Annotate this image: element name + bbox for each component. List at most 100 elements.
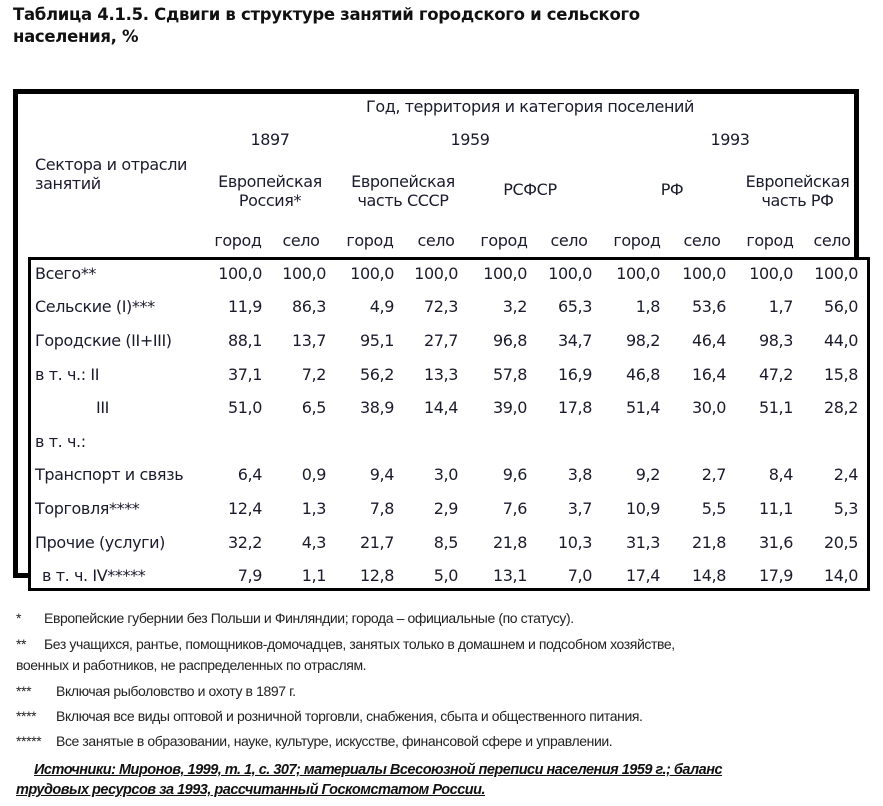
- value-cell: 15,8: [823, 365, 858, 384]
- value-cell: 4,3: [301, 533, 327, 552]
- table-title: Таблица 4.1.5. Сдвиги в структуре заняти…: [13, 4, 713, 48]
- value-cell: 100,0: [218, 264, 262, 283]
- footnote-text: Включая рыболовство и охоту в 1897 г.: [56, 683, 296, 699]
- footnote-2-cont: военных и работников, не распределенных …: [16, 657, 367, 673]
- value-cell: 13,1: [492, 566, 527, 585]
- source-line1: Источники: Миронов, 1999, т. 1, с. 307; …: [34, 762, 723, 778]
- value-cell: 100,0: [350, 264, 394, 283]
- value-cell: 31,3: [625, 533, 660, 552]
- row-label: в т. ч.: II: [35, 365, 100, 384]
- value-cell: 11,1: [758, 499, 793, 518]
- year-header-1897: 1897: [250, 130, 290, 149]
- value-cell: 8,5: [433, 533, 459, 552]
- value-cell: 98,2: [625, 331, 660, 350]
- value-cell: 1,1: [301, 566, 327, 585]
- footnote-4: **** Включая все виды оптовой и розничной…: [16, 708, 643, 724]
- subcol-selo: село: [550, 231, 588, 250]
- value-cell: 100,0: [814, 264, 858, 283]
- value-cell: 12,4: [227, 499, 262, 518]
- value-cell: 7,0: [567, 566, 593, 585]
- territory-line1: Европейская: [218, 172, 322, 191]
- value-cell: 100,0: [282, 264, 326, 283]
- value-cell: 6,4: [237, 465, 263, 484]
- territory-line2: часть РФ: [761, 191, 834, 210]
- value-cell: 38,9: [359, 398, 394, 417]
- value-cell: 65,3: [557, 297, 592, 316]
- value-cell: 1,7: [768, 297, 794, 316]
- subcol-selo: село: [813, 231, 851, 250]
- territory-line2: часть СССР: [357, 191, 449, 210]
- value-cell: 3,2: [502, 297, 528, 316]
- row-label: Городские (II+III): [35, 331, 172, 350]
- value-cell: 16,4: [691, 365, 726, 384]
- value-cell: 5,0: [433, 566, 459, 585]
- row-label: Транспорт и связь: [35, 465, 184, 484]
- stub-header-line2: занятий: [35, 174, 101, 193]
- value-cell: 3,8: [567, 465, 593, 484]
- subcol-selo: село: [282, 231, 320, 250]
- value-cell: 100,0: [414, 264, 458, 283]
- value-cell: 12,8: [359, 566, 394, 585]
- value-cell: 51,0: [227, 398, 262, 417]
- territory-header-eur-russia: Европейская Россия*: [205, 172, 335, 210]
- value-cell: 100,0: [548, 264, 592, 283]
- value-cell: 98,3: [758, 331, 793, 350]
- value-cell: 10,9: [625, 499, 660, 518]
- footnote-1: * Европейские губернии без Польши и Финля…: [16, 610, 574, 626]
- row-label: в т. ч. IV*****: [42, 566, 146, 585]
- source-line2: трудовых ресурсов за 1993, рассчитанный …: [16, 782, 486, 798]
- table-body-frame: [28, 257, 870, 591]
- subcol-selo: село: [683, 231, 721, 250]
- value-cell: 7,9: [237, 566, 263, 585]
- value-cell: 4,9: [369, 297, 395, 316]
- value-cell: 51,4: [625, 398, 660, 417]
- value-cell: 37,1: [227, 365, 262, 384]
- footnote-text: Европейские губернии без Польши и Финлян…: [44, 610, 574, 626]
- territory-header-rsfsr: РСФСР: [503, 180, 557, 199]
- footnote-text: Без учащихся, рантье, помощников-домочад…: [44, 636, 675, 652]
- value-cell: 32,2: [227, 533, 262, 552]
- value-cell: 28,2: [823, 398, 858, 417]
- value-cell: 3,7: [567, 499, 593, 518]
- value-cell: 11,9: [227, 297, 262, 316]
- value-cell: 6,5: [301, 398, 327, 417]
- subcol-gorod: город: [214, 231, 262, 250]
- footnote-mark: ***: [16, 683, 32, 699]
- value-cell: 46,4: [691, 331, 726, 350]
- value-cell: 39,0: [492, 398, 527, 417]
- territory-header-rf: РФ: [660, 180, 684, 199]
- footnote-3: *** Включая рыболовство и охоту в 1897 г.: [16, 683, 296, 699]
- stub-header: Сектора и отрасли занятий: [35, 155, 187, 193]
- value-cell: 7,2: [301, 365, 327, 384]
- subcol-gorod: город: [346, 231, 394, 250]
- value-cell: 3,0: [433, 465, 459, 484]
- row-label: Сельские (I)***: [35, 297, 155, 316]
- value-cell: 9,6: [502, 465, 528, 484]
- row-label: III: [96, 398, 109, 417]
- value-cell: 27,7: [423, 331, 458, 350]
- value-cell: 17,4: [625, 566, 660, 585]
- value-cell: 44,0: [823, 331, 858, 350]
- value-cell: 21,7: [359, 533, 394, 552]
- value-cell: 53,6: [691, 297, 726, 316]
- value-cell: 96,8: [492, 331, 527, 350]
- value-cell: 16,9: [557, 365, 592, 384]
- value-cell: 8,4: [768, 465, 794, 484]
- territory-header-eur-ussr: Европейская часть СССР: [338, 172, 468, 210]
- footnote-5: ***** Все занятые в образовании, науке, к…: [16, 733, 613, 749]
- value-cell: 100,0: [616, 264, 660, 283]
- value-cell: 9,2: [635, 465, 661, 484]
- subcol-gorod: город: [746, 231, 794, 250]
- value-cell: 13,3: [423, 365, 458, 384]
- footnote-mark: *: [16, 610, 22, 626]
- value-cell: 100,0: [749, 264, 793, 283]
- year-header-1959: 1959: [450, 130, 490, 149]
- value-cell: 56,2: [359, 365, 394, 384]
- table-title-line1: Таблица 4.1.5. Сдвиги в структуре заняти…: [13, 5, 640, 24]
- value-cell: 2,4: [833, 465, 859, 484]
- source-note: Источники: Миронов, 1999, т. 1, с. 307; …: [16, 760, 876, 800]
- footnote-mark: ****: [16, 708, 37, 724]
- subcol-gorod: город: [613, 231, 661, 250]
- row-label: Торговля****: [35, 499, 140, 518]
- value-cell: 17,8: [557, 398, 592, 417]
